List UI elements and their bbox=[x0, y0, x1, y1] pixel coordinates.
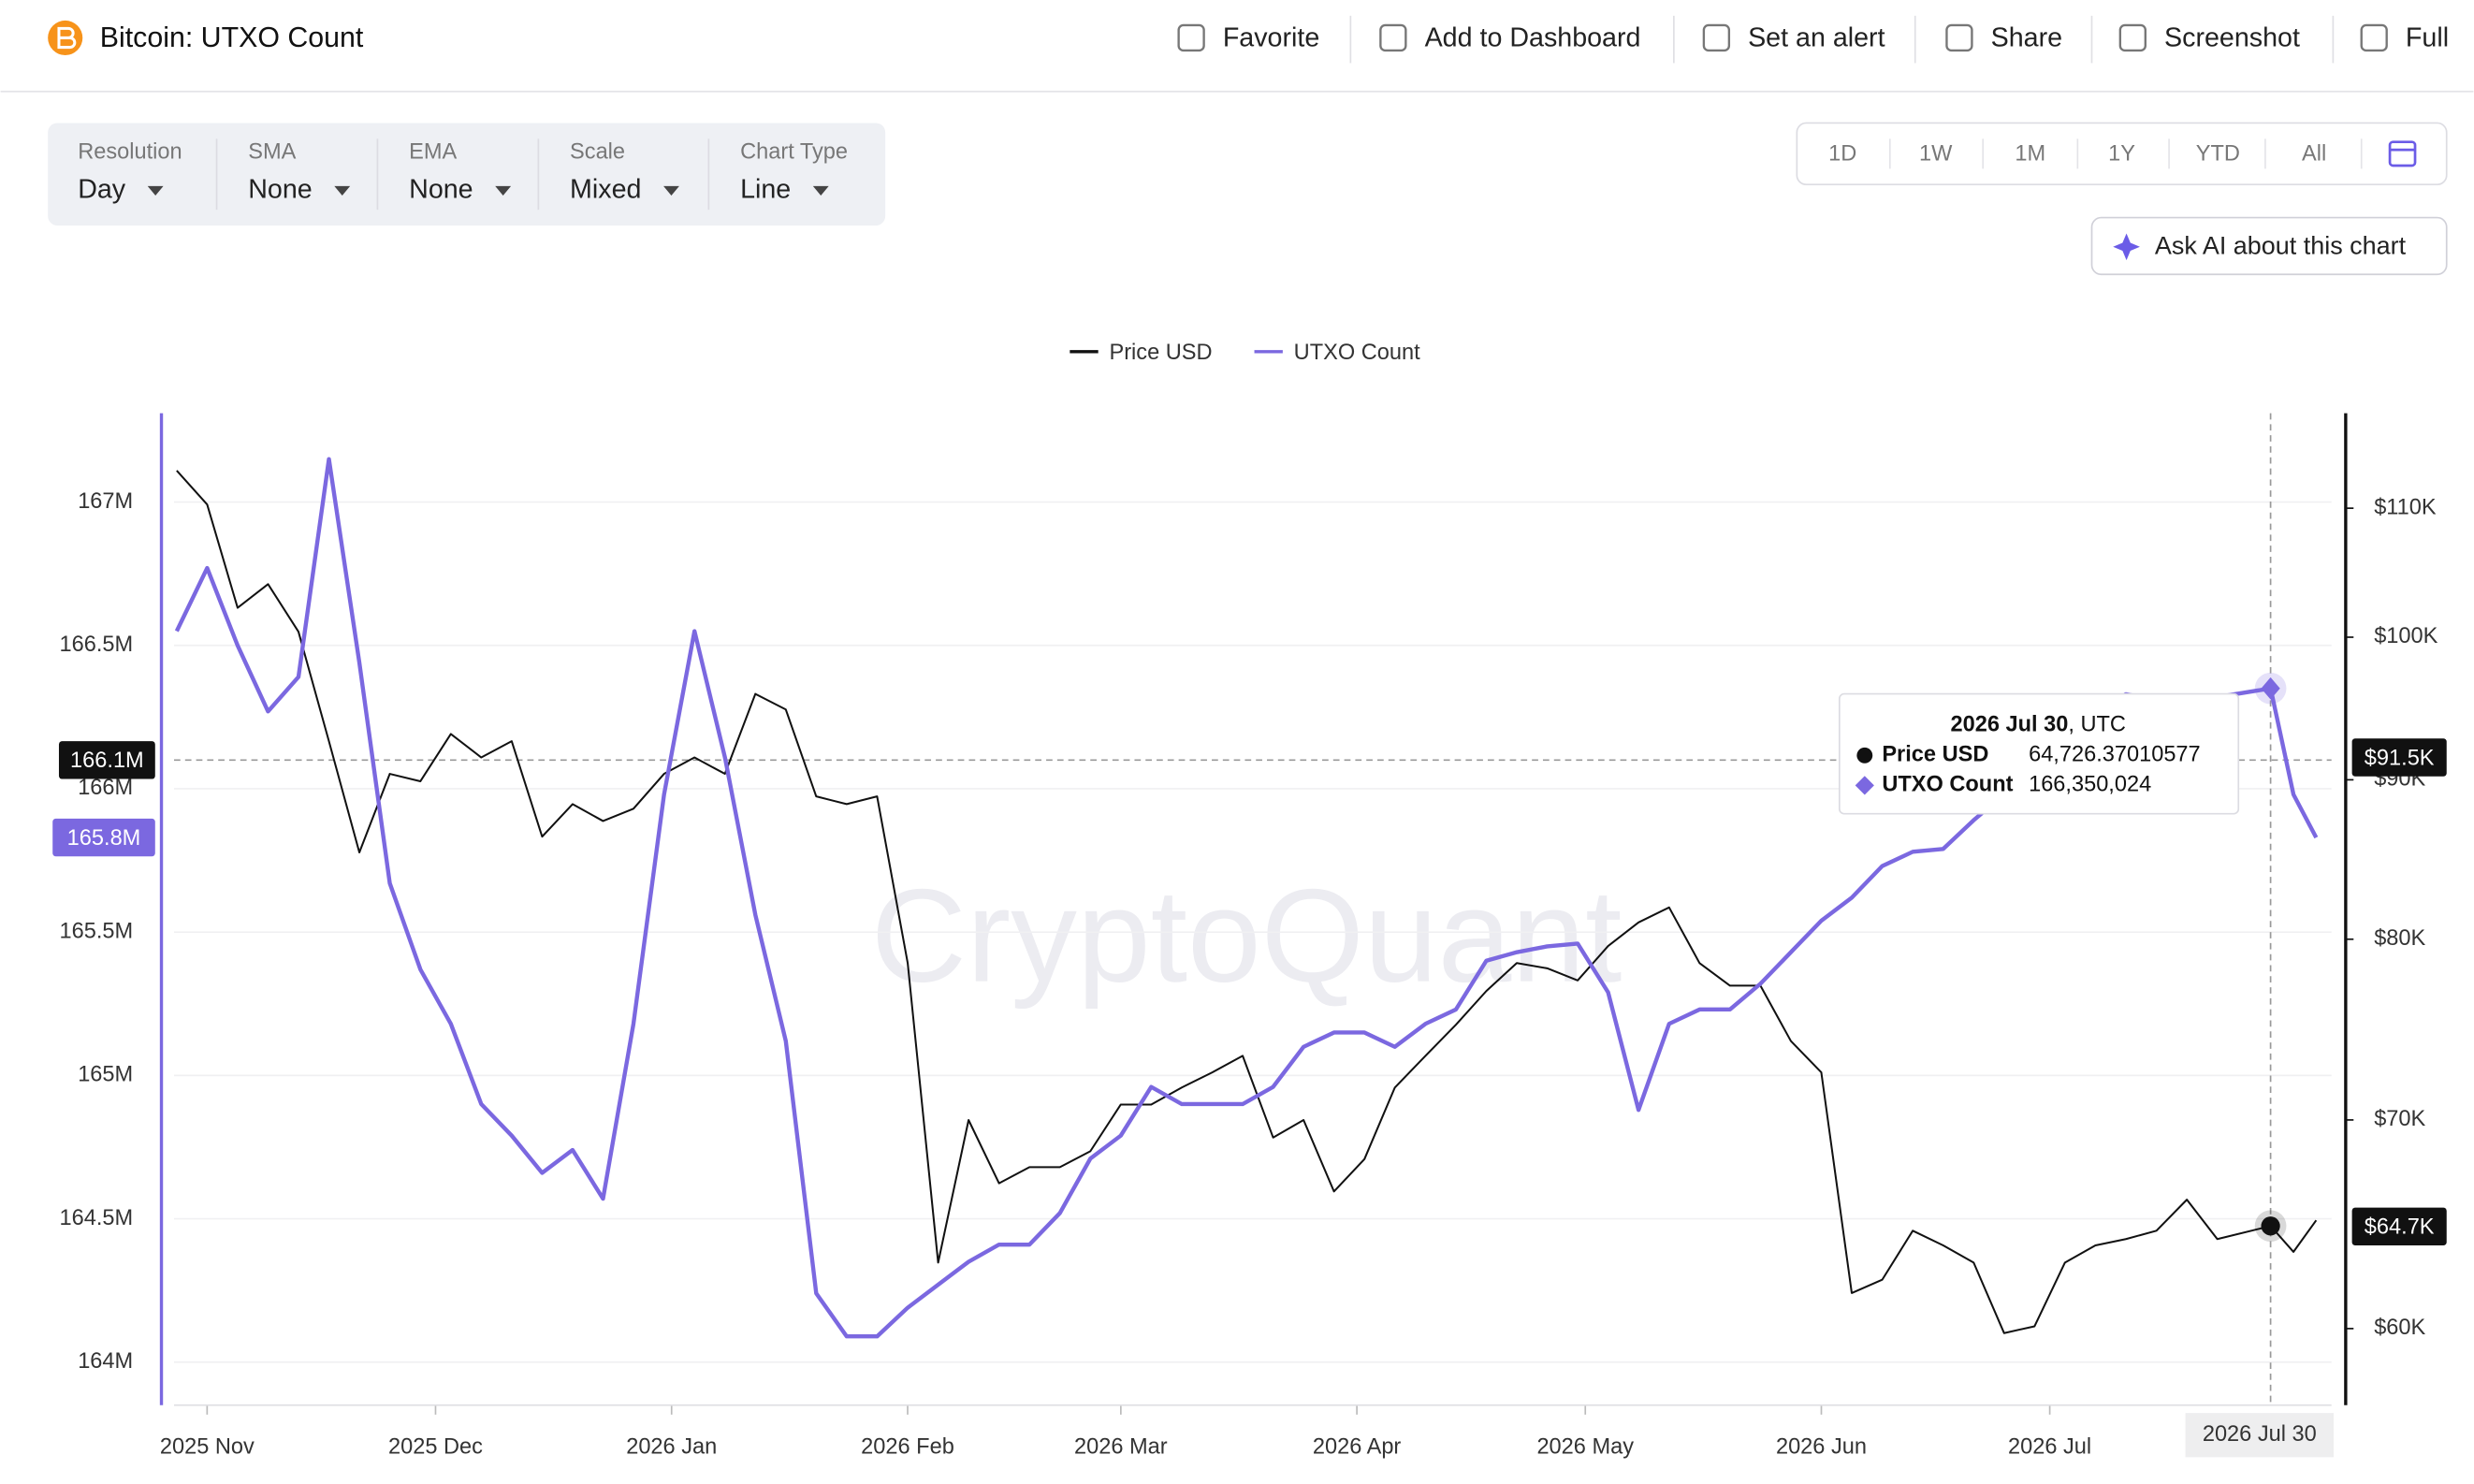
action-icon bbox=[1945, 23, 1973, 52]
range-button[interactable]: 1M bbox=[2015, 140, 2045, 165]
x-tick-label: 2026 Mar bbox=[1074, 1433, 1168, 1458]
x-tick-label: 2026 Jul bbox=[2008, 1433, 2091, 1458]
dropdown-arrow bbox=[663, 185, 679, 196]
control-value[interactable]: Day bbox=[78, 175, 126, 205]
action-icon bbox=[1379, 23, 1407, 52]
x-tick-label: 2025 Dec bbox=[388, 1433, 483, 1458]
crosshair-y-label-box bbox=[58, 741, 155, 779]
action-label[interactable]: Set an alert bbox=[1748, 23, 1885, 53]
x-tick-label: 2026 Jun bbox=[1776, 1433, 1867, 1458]
tooltip-box bbox=[1838, 692, 2240, 815]
tooltip-series: UTXO Count bbox=[1882, 772, 2013, 796]
watermark: CryptoQuant bbox=[871, 863, 1623, 1011]
y2-tick-label: $100K bbox=[2374, 623, 2438, 647]
x-tick-label: 2026 Feb bbox=[861, 1433, 954, 1458]
x-tick-label: 2025 Nov bbox=[160, 1433, 255, 1458]
last-value-label-box bbox=[52, 818, 155, 857]
crosshair-y2-label: $91.5K bbox=[2365, 745, 2435, 769]
crosshair-y-label: 166.1M bbox=[70, 748, 144, 772]
last-value-label: $64.7K bbox=[2365, 1215, 2435, 1239]
ask-ai-button[interactable] bbox=[2090, 216, 2448, 276]
y-tick-label: 166.5M bbox=[60, 632, 134, 656]
y2-tick-label: $110K bbox=[2374, 494, 2437, 518]
hover-marker bbox=[2261, 1216, 2280, 1236]
tooltip-series: Price USD bbox=[1882, 742, 1988, 766]
crosshair-y2-label-box bbox=[2351, 738, 2447, 777]
range-button[interactable]: 1Y bbox=[2108, 140, 2135, 165]
range-button[interactable]: 1W bbox=[1919, 140, 1953, 165]
control-label: Chart Type bbox=[740, 139, 848, 164]
tooltip-swatch bbox=[1856, 747, 1873, 764]
x-tick-label: 2026 Jan bbox=[626, 1433, 717, 1458]
y2-tick-label: $60K bbox=[2374, 1315, 2425, 1339]
action-icon bbox=[1702, 23, 1731, 52]
y-tick-label: 167M bbox=[78, 488, 133, 513]
action-icon bbox=[1177, 23, 1205, 52]
y-tick-label: 164M bbox=[78, 1348, 133, 1373]
dropdown-arrow bbox=[334, 185, 351, 196]
dropdown-arrow bbox=[495, 185, 512, 196]
series-line bbox=[176, 470, 2318, 1334]
tooltip-swatch bbox=[1855, 776, 1874, 795]
last-value-label-box bbox=[2351, 1207, 2447, 1246]
page-title: Bitcoin: UTXO Count bbox=[100, 22, 364, 53]
action-label[interactable]: Share bbox=[1991, 23, 2062, 53]
dropdown-arrow bbox=[147, 185, 164, 196]
bitcoin-logo-mark bbox=[57, 26, 77, 50]
action-icon bbox=[2118, 23, 2147, 52]
calendar-body bbox=[2388, 140, 2417, 167]
hover-marker bbox=[2261, 677, 2280, 700]
calendar-icon[interactable] bbox=[2388, 140, 2417, 167]
range-button[interactable]: All bbox=[2302, 140, 2326, 165]
y2-tick-label: $70K bbox=[2374, 1106, 2425, 1130]
crosshair-x-box bbox=[2185, 1413, 2335, 1458]
control-value[interactable]: Line bbox=[740, 175, 791, 205]
control-label: Scale bbox=[570, 139, 625, 164]
action-icon bbox=[2360, 23, 2388, 52]
last-value-label: 165.8M bbox=[67, 825, 141, 850]
crosshair-x-label: 2026 Jul 30 bbox=[2203, 1421, 2317, 1446]
control-label: SMA bbox=[248, 139, 296, 164]
y-tick-label: 165M bbox=[78, 1062, 133, 1086]
y-tick-label: 165.5M bbox=[60, 918, 134, 942]
ask-ai-label[interactable]: Ask AI about this chart bbox=[2155, 232, 2407, 260]
y2-tick-label: $80K bbox=[2374, 925, 2425, 950]
sparkle-icon bbox=[2113, 233, 2140, 261]
dropdown-arrow bbox=[812, 185, 829, 196]
action-label[interactable]: Screenshot bbox=[2164, 23, 2300, 53]
control-value[interactable]: None bbox=[248, 175, 312, 205]
control-label: Resolution bbox=[78, 139, 182, 164]
tooltip-title: 2026 Jul 30, UTC bbox=[1950, 712, 2125, 736]
range-panel bbox=[1796, 122, 2448, 186]
controls-panel bbox=[48, 123, 886, 226]
legend-label[interactable]: Price USD bbox=[1109, 340, 1212, 364]
legend-label[interactable]: UTXO Count bbox=[1294, 340, 1420, 364]
action-label[interactable]: Full bbox=[2406, 23, 2449, 53]
control-value[interactable]: None bbox=[409, 175, 473, 205]
tooltip-zone: , UTC bbox=[2068, 712, 2126, 736]
action-label[interactable]: Favorite bbox=[1223, 23, 1319, 53]
tooltip-value: 64,726.37010577 bbox=[2029, 742, 2201, 766]
x-tick-label: 2026 May bbox=[1536, 1433, 1634, 1458]
control-label: EMA bbox=[409, 139, 457, 164]
range-button[interactable]: YTD bbox=[2196, 140, 2240, 165]
y-tick-label: 164.5M bbox=[60, 1205, 134, 1229]
action-label[interactable]: Add to Dashboard bbox=[1425, 23, 1641, 53]
range-button[interactable]: 1D bbox=[1828, 140, 1856, 165]
series-line bbox=[174, 457, 2319, 1339]
x-tick-label: 2026 Apr bbox=[1313, 1433, 1402, 1458]
tooltip-value: 166,350,024 bbox=[2029, 772, 2151, 796]
tooltip-date: 2026 Jul 30 bbox=[1950, 712, 2068, 736]
control-value[interactable]: Mixed bbox=[570, 175, 641, 205]
